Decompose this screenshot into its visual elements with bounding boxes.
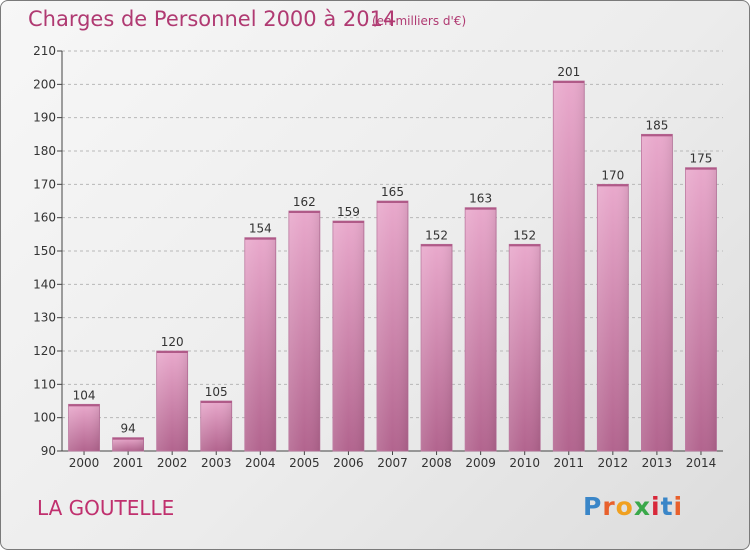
logo-letter: x [633, 492, 651, 521]
x-tick-label: 2009 [465, 456, 496, 470]
y-tick-label: 100 [33, 411, 56, 425]
bar-shade [421, 244, 453, 451]
y-tick-label: 130 [33, 311, 56, 325]
logo-letter: r [602, 492, 616, 521]
y-tick-label: 140 [33, 277, 56, 291]
x-tick-label: 2014 [686, 456, 717, 470]
bar-shade [112, 437, 144, 451]
bar-shade [685, 167, 717, 451]
bar-shade [68, 404, 100, 451]
bars [68, 80, 717, 452]
bar-top [509, 244, 541, 247]
x-tick-label: 2007 [377, 456, 408, 470]
x-tick-label: 2002 [157, 456, 188, 470]
bar-top [597, 184, 629, 187]
y-tick-label: 150 [33, 244, 56, 258]
x-tick-label: 2012 [598, 456, 629, 470]
logo-letter: o [615, 492, 634, 521]
data-label: 175 [690, 152, 713, 166]
bar-top [244, 237, 276, 240]
x-tick-label: 2003 [201, 456, 232, 470]
data-label: 154 [249, 222, 272, 236]
data-label: 120 [161, 335, 184, 349]
bar-top [421, 244, 453, 247]
y-tick-label: 170 [33, 177, 56, 191]
y-tick-label: 90 [41, 444, 56, 458]
bar-top [156, 351, 188, 353]
data-label: 105 [205, 385, 228, 399]
data-label: 94 [120, 422, 135, 436]
y-tick-label: 200 [33, 77, 56, 91]
data-label: 201 [557, 65, 580, 79]
bar-shade [465, 207, 497, 451]
bar-top [112, 437, 144, 440]
bar-shade [200, 401, 232, 451]
axes: 90 100 110 120 130 140 150 160 170 180 190 200 210 [33, 44, 723, 458]
chart-subtitle: (en milliers d'€) [372, 14, 467, 28]
bar-shade [244, 237, 276, 451]
bar-top [332, 221, 364, 223]
x-tick-label: 2000 [69, 456, 100, 470]
x-tick-label: 2001 [113, 456, 144, 470]
y-tick-label: 120 [33, 344, 56, 358]
bar-top [685, 167, 717, 170]
y-tick-label: 110 [33, 377, 56, 391]
y-tick-label: 160 [33, 211, 56, 225]
data-label: 159 [337, 205, 360, 219]
data-label: 165 [381, 185, 404, 199]
data-label: 162 [293, 195, 316, 209]
x-tick-label: 2013 [642, 456, 673, 470]
y-tick-label: 210 [33, 44, 56, 58]
x-tick-label: 2004 [245, 456, 276, 470]
bar-top [377, 201, 408, 203]
bar-shade [156, 351, 188, 451]
chart-title: Charges de Personnel 2000 à 2014 [28, 7, 397, 31]
bar-shade [288, 211, 320, 451]
labels: 104 2000 94 2001 120 2002 105 2003 154 2004 162 200… [69, 65, 716, 470]
bar-top [465, 207, 497, 210]
bar-top [288, 211, 320, 213]
data-label: 152 [513, 228, 536, 242]
x-tick-label: 2006 [333, 456, 364, 470]
bar-shade [597, 184, 629, 452]
bar-shade [332, 221, 364, 451]
x-tick-label: 2008 [421, 456, 452, 470]
y-tick-label: 180 [33, 144, 56, 158]
bar-top [68, 404, 100, 407]
logo-letter: i [651, 492, 661, 521]
bar-top [200, 401, 232, 403]
y-tick-label: 190 [33, 111, 56, 125]
data-label: 163 [469, 192, 492, 206]
logo-letter: P [583, 492, 603, 521]
bar-shade [377, 201, 408, 451]
x-tick-label: 2010 [509, 456, 540, 470]
x-tick-label: 2011 [553, 456, 584, 470]
logo-letter: i [673, 492, 684, 521]
proxiti-logo: Proxiti [583, 492, 683, 521]
data-label: 185 [645, 118, 668, 132]
bar-top [641, 134, 673, 137]
bar-shade [509, 244, 541, 451]
logo-letter: t [660, 492, 674, 521]
data-label: 170 [601, 168, 624, 182]
bar-shade [553, 81, 585, 451]
place-name: LA GOUTELLE [37, 496, 175, 520]
bar-top [553, 81, 585, 83]
data-label: 104 [73, 388, 96, 402]
x-tick-label: 2005 [289, 456, 320, 470]
data-label: 152 [425, 228, 448, 242]
bar-shade [641, 134, 673, 452]
